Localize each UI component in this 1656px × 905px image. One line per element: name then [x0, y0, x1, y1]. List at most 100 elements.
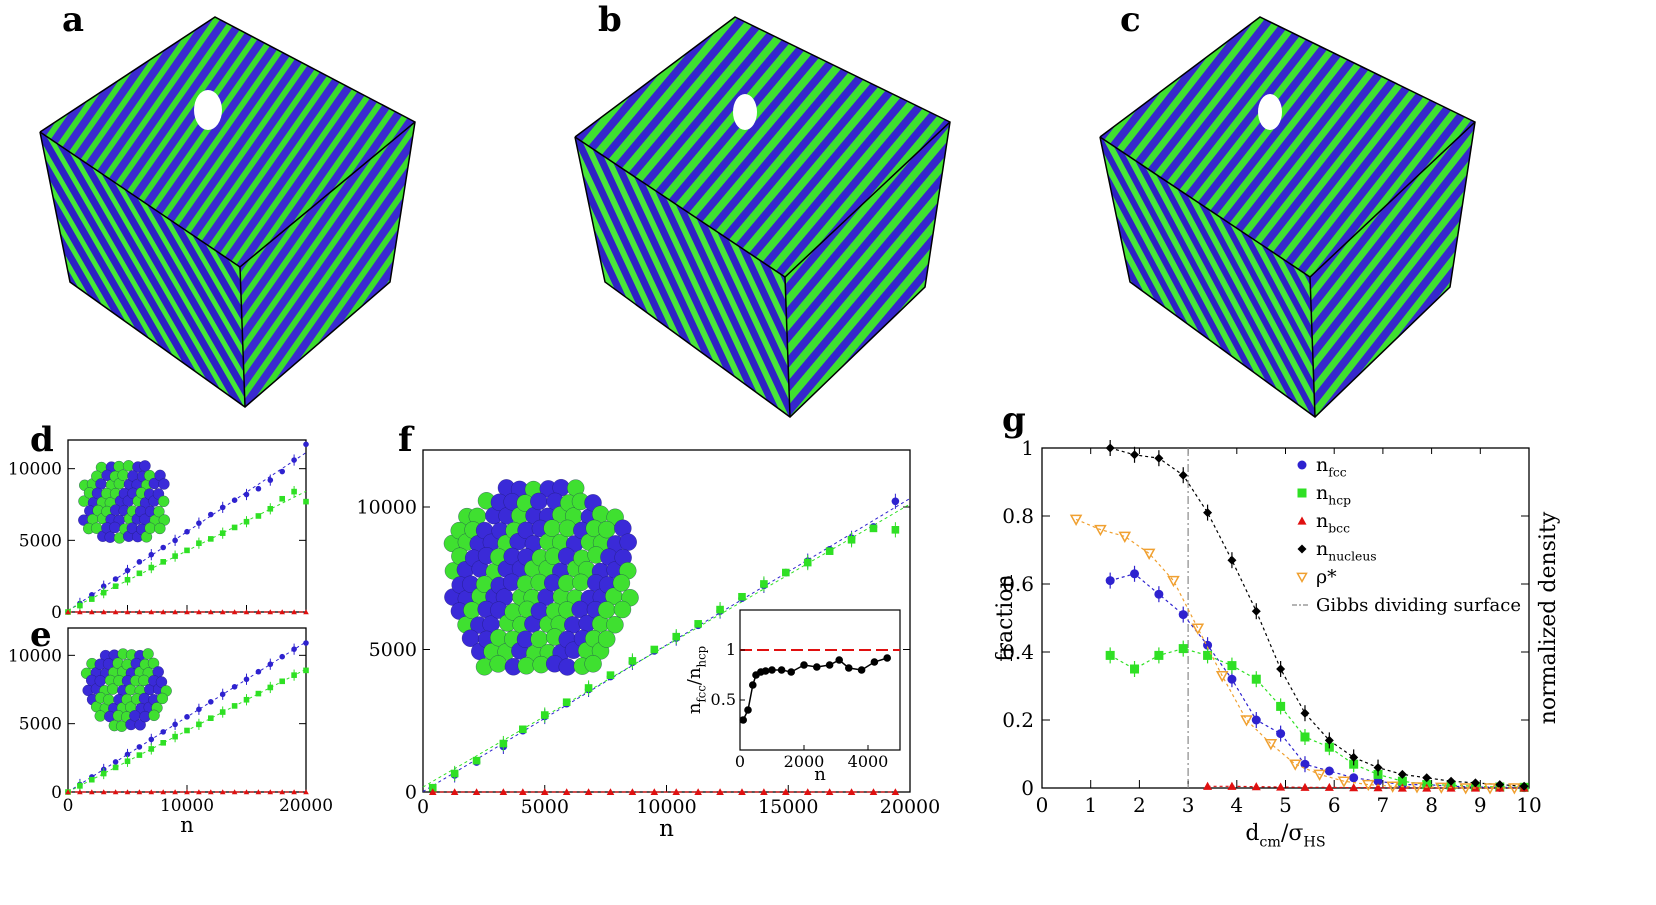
- data-point-hcp: [279, 678, 285, 685]
- data-point-g-0: [1227, 674, 1237, 684]
- data-point-bcc: [160, 789, 166, 795]
- data-point-hcp: [184, 727, 190, 734]
- cube-render-c: [1099, 16, 1476, 418]
- x-tick-label-g: 7: [1377, 793, 1390, 817]
- data-point-g-2: [1251, 782, 1261, 791]
- cluster-particle: [139, 460, 151, 472]
- data-point-bcc: [89, 789, 95, 795]
- data-point-fcc: [112, 759, 119, 765]
- data-point-fcc: [89, 592, 95, 598]
- inset-ratio-point: [825, 661, 834, 669]
- data-point-hcp: [136, 752, 143, 758]
- cluster-particle: [558, 658, 576, 676]
- x-tick-label-f: 10000: [636, 796, 696, 818]
- data-point-hcp: [606, 671, 615, 679]
- data-point-bcc: [760, 788, 768, 796]
- data-point-g-3: [1446, 776, 1456, 786]
- data-point-bcc: [208, 789, 214, 795]
- inset-ratio-point: [744, 706, 752, 714]
- data-point-hcp: [499, 739, 508, 748]
- data-point-bcc: [219, 789, 226, 795]
- data-point-hcp: [100, 770, 107, 777]
- y-tick-label-g: 1: [1021, 436, 1034, 460]
- data-point-hcp: [428, 783, 437, 792]
- x-tick-label-f: 5000: [521, 796, 569, 818]
- x-axis-label-f: n: [659, 816, 674, 842]
- data-point-g-4: [1313, 769, 1326, 781]
- data-point-fcc: [112, 576, 119, 582]
- data-point-bcc: [291, 789, 297, 795]
- chart-e: 0 5000 10000 0 10000 20000 n: [8, 627, 333, 837]
- inset-ratio-point: [883, 654, 891, 662]
- cluster-particle: [156, 692, 168, 705]
- data-point-hcp: [160, 559, 166, 565]
- data-point-bcc: [650, 788, 659, 796]
- data-point-hcp: [208, 715, 214, 721]
- cluster-particle: [94, 710, 106, 722]
- data-point-bcc: [196, 789, 202, 795]
- data-point-hcp: [124, 576, 131, 583]
- data-point-hcp: [231, 524, 238, 531]
- data-point-fcc: [196, 706, 202, 713]
- cluster-particle: [122, 460, 135, 472]
- inset-ratio-point: [845, 664, 853, 672]
- legend-marker-3: [1297, 544, 1307, 554]
- cluster-particle: [612, 574, 631, 592]
- cluster-particle: [517, 657, 535, 675]
- data-point-g-4: [1094, 524, 1107, 537]
- legend-label-4: ρ*: [1316, 566, 1337, 588]
- x-tick-label-g: 1: [1084, 793, 1097, 817]
- inset-ratio-point: [761, 667, 770, 675]
- data-point-fcc: [219, 691, 226, 698]
- data-point-g-3: [1203, 508, 1213, 518]
- data-point-hcp: [196, 721, 202, 728]
- data-point-fcc: [184, 528, 190, 535]
- data-point-fcc: [243, 676, 250, 683]
- legend-marker-2: [1297, 516, 1307, 525]
- data-point-bcc: [891, 788, 900, 796]
- fit-curve-4: [1075, 518, 1515, 789]
- inset-ratio-point: [787, 668, 795, 676]
- x-tick-label-g: 3: [1182, 793, 1195, 817]
- data-point-bcc: [148, 789, 155, 795]
- x-tick-label-g: 9: [1474, 793, 1487, 817]
- cluster-particle: [109, 521, 121, 534]
- data-point-fcc: [243, 491, 250, 498]
- cluster-particle: [158, 495, 170, 507]
- data-point-g-3: [1422, 773, 1432, 783]
- cluster-particle: [613, 600, 632, 619]
- data-point-hcp: [267, 684, 274, 691]
- data-point-g-0: [1105, 576, 1115, 586]
- data-point-bcc: [100, 609, 107, 615]
- data-point-g-0: [1178, 610, 1188, 620]
- data-point-fcc: [184, 714, 190, 720]
- data-point-bcc: [219, 609, 226, 615]
- data-point-fcc: [891, 497, 900, 506]
- cluster-particle: [598, 630, 616, 648]
- fit-curve-0: [1110, 573, 1525, 789]
- cluster-particle: [619, 533, 637, 551]
- x-axis-label-g: dcm/σHS: [1245, 821, 1325, 851]
- panel-label-f: f: [398, 420, 413, 460]
- data-point-g-3: [1470, 778, 1480, 788]
- data-point-hcp: [847, 535, 856, 544]
- data-point-g-1: [1397, 776, 1407, 786]
- data-point-hcp: [279, 495, 285, 502]
- data-point-bcc: [428, 788, 437, 796]
- plot-frame-g: [1041, 447, 1530, 789]
- data-point-g-4: [1410, 782, 1424, 794]
- cluster-particle: [153, 505, 165, 518]
- data-point-hcp: [738, 592, 746, 601]
- data-point-g-4: [1215, 671, 1229, 683]
- x-tick-label-f: 15000: [758, 796, 818, 818]
- chart-g: 00.20.40.60.810 1 2 3 4 5 6 7 8 9 10dcm/σHSfractio…: [993, 436, 1561, 851]
- cluster-particle: [489, 655, 507, 673]
- y-tick-label-g: 0.6: [1002, 572, 1034, 596]
- inset-y-tick-label: 0.5: [711, 690, 736, 709]
- inset-y-axis-label: nfcc/nhcp: [684, 646, 708, 714]
- panel-label-g: g: [1002, 400, 1026, 440]
- data-point-g-1: [1154, 650, 1164, 660]
- panel-label-e: e: [30, 615, 52, 655]
- data-point-g-4: [1142, 548, 1156, 560]
- data-point-fcc: [148, 551, 155, 558]
